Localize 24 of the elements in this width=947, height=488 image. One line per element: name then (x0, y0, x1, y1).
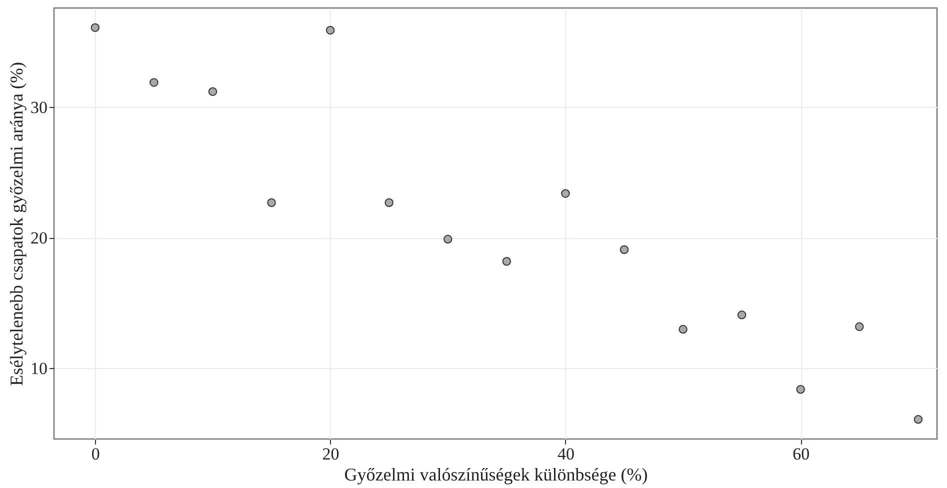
point (678, 324, 688, 334)
x-tick-label: 20 (322, 444, 340, 464)
point (90, 23, 100, 32)
y-tick-label: 30 (30, 98, 48, 117)
point (561, 189, 570, 198)
x-axis-title: Győzelmi valószínűségek különbsége (%) (344, 464, 648, 484)
point (444, 234, 452, 244)
point (620, 245, 629, 254)
point (914, 415, 923, 424)
point (502, 257, 512, 266)
point (326, 26, 335, 35)
point (267, 198, 276, 207)
y-tick-label: 10 (30, 358, 48, 378)
point (796, 385, 805, 394)
x-tick-label: 60 (792, 444, 810, 464)
point (855, 322, 864, 332)
y-tick-label: 20 (30, 228, 48, 248)
point (208, 87, 218, 96)
point (737, 310, 746, 320)
point (150, 78, 158, 87)
x-tick-label: 0 (91, 444, 100, 464)
point (384, 198, 394, 207)
x-tick-label: 40 (557, 444, 574, 464)
y-axis-title: Esélytelenebb csapatok győzelmi aránya (%) (6, 62, 26, 386)
